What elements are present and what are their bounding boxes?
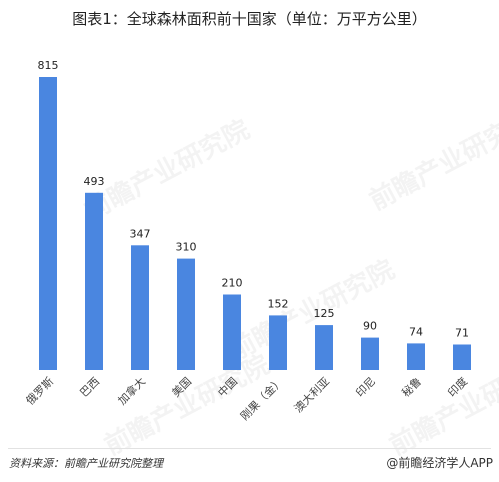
chart-title: 图表1：全球森林面积前十国家（单位：万平方公里） <box>72 10 427 28</box>
data-label-10: 71 <box>455 327 469 340</box>
bar-5 <box>223 294 241 370</box>
category-label-10: 印度 <box>445 374 470 399</box>
data-label-6: 152 <box>268 297 289 310</box>
bar-7 <box>315 325 333 370</box>
bar-1 <box>39 77 57 370</box>
category-label-2: 巴西 <box>77 375 102 400</box>
category-label-7: 澳大利亚 <box>291 374 332 415</box>
bar-3 <box>131 245 149 370</box>
category-label-9: 秘鲁 <box>399 374 424 399</box>
bar-2 <box>85 192 103 370</box>
data-label-9: 74 <box>409 325 423 338</box>
category-label-5: 中国 <box>215 375 240 400</box>
category-label-1: 俄罗斯 <box>24 375 57 408</box>
bar-9 <box>407 343 425 370</box>
bar-4 <box>177 258 195 370</box>
data-label-2: 493 <box>84 175 105 188</box>
data-label-7: 125 <box>314 307 335 320</box>
data-label-5: 210 <box>222 277 243 290</box>
bar-10 <box>453 344 471 370</box>
bar-8 <box>361 337 379 370</box>
category-label-8: 印尼 <box>353 375 378 400</box>
category-label-6: 刚果（金） <box>237 374 286 423</box>
brand-label: @前瞻经济学人APP <box>386 456 493 470</box>
category-label-4: 美国 <box>169 375 194 400</box>
data-label-4: 310 <box>176 241 197 254</box>
source-note: 资料来源：前瞻产业研究院整理 <box>9 457 163 470</box>
category-label-3: 加拿大 <box>115 374 148 407</box>
data-label-8: 90 <box>363 320 377 333</box>
bar-chart: 815 俄罗斯 493 巴西 347 加拿大 310 美国 210 中国 152 刚果（金） 125 澳大… <box>24 59 471 423</box>
footer-divider <box>8 448 491 449</box>
bar-6 <box>269 315 287 370</box>
data-label-3: 347 <box>130 227 151 240</box>
data-label-1: 815 <box>38 59 59 72</box>
